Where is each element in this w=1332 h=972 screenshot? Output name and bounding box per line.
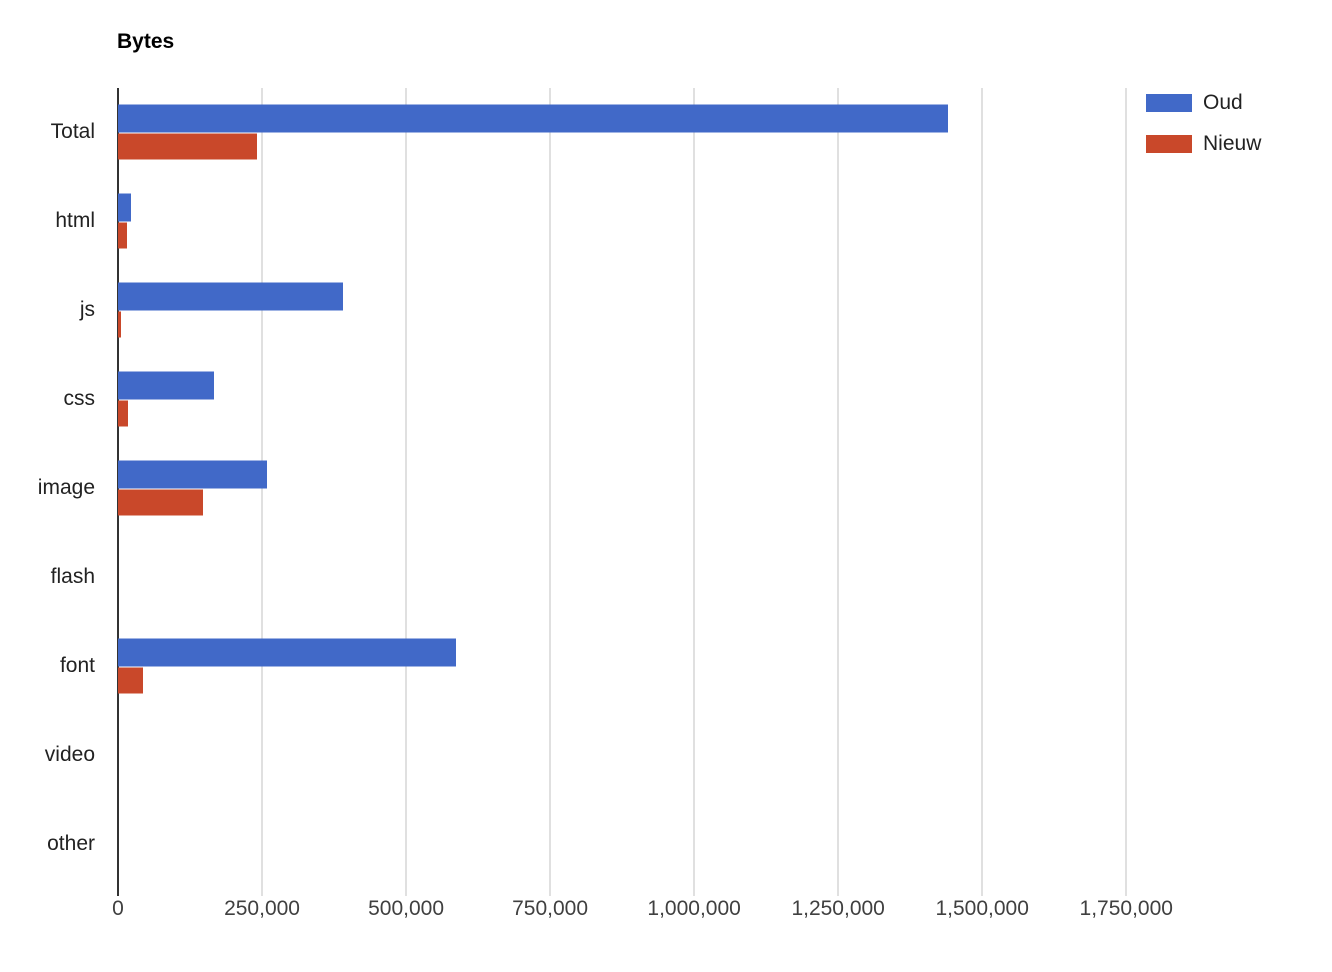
y-label-row: flash	[0, 532, 95, 621]
category-label-image: image	[37, 476, 95, 499]
category-label-js: js	[79, 298, 95, 322]
x-tick-label: 750,000	[512, 897, 589, 920]
category-row-js	[118, 266, 1132, 355]
category-label-font: font	[59, 653, 95, 677]
x-tick-label: 1,750,000	[1079, 897, 1173, 920]
x-tick-label: 1,500,000	[935, 897, 1029, 920]
gridline	[261, 88, 264, 896]
bar-pair	[118, 104, 948, 160]
category-row-css	[118, 355, 1132, 444]
legend-label-nieuw: Nieuw	[1203, 132, 1262, 155]
legend-swatch-nieuw	[1146, 135, 1192, 153]
category-row-video	[118, 710, 1132, 799]
x-tick-label: 1,250,000	[791, 897, 885, 920]
bar-nieuw-css[interactable]	[118, 400, 129, 427]
legend-label-oud: Oud	[1203, 91, 1243, 114]
legend-item-nieuw: Nieuw	[1146, 132, 1261, 156]
gridline	[1125, 88, 1128, 896]
bar-oud-image[interactable]	[118, 460, 267, 489]
bar-pair	[118, 193, 131, 249]
gridline	[837, 88, 840, 896]
category-label-html: html	[55, 209, 95, 233]
y-label-row: Total	[0, 88, 95, 177]
legend-item-oud: Oud	[1146, 91, 1261, 115]
bar-oud-css[interactable]	[118, 371, 215, 400]
y-label-row: js	[0, 266, 95, 355]
y-label-row: html	[0, 177, 95, 266]
category-label-flash: flash	[50, 564, 95, 588]
category-row-flash	[118, 532, 1132, 621]
bar-pair	[118, 282, 343, 338]
category-row-other	[118, 799, 1132, 888]
bar-oud-font[interactable]	[118, 638, 457, 667]
bar-nieuw-html[interactable]	[118, 222, 127, 249]
legend: Oud Nieuw	[1146, 91, 1261, 156]
bar-nieuw-image[interactable]	[118, 489, 203, 516]
bar-pair	[118, 371, 215, 427]
gridline	[549, 88, 552, 896]
category-label-total: Total	[50, 120, 95, 144]
bar-rows-layer	[118, 88, 1132, 888]
bar-pair	[118, 638, 457, 694]
category-label-video: video	[44, 742, 95, 766]
category-row-image	[118, 444, 1132, 533]
legend-swatch-oud	[1146, 94, 1192, 112]
y-label-row: video	[0, 710, 95, 799]
gridline	[981, 88, 984, 896]
y-label-row: image	[0, 444, 95, 533]
bar-oud-html[interactable]	[118, 193, 131, 222]
bar-nieuw-font[interactable]	[118, 667, 144, 694]
y-axis-labels: Total html js css image flash font video other	[0, 88, 95, 888]
category-row-font	[118, 621, 1132, 710]
bar-nieuw-js[interactable]	[118, 311, 122, 338]
gridline	[693, 88, 696, 896]
bar-oud-js[interactable]	[118, 282, 343, 311]
chart-title: Bytes	[117, 30, 175, 53]
bar-oud-total[interactable]	[118, 104, 948, 133]
category-label-css: css	[63, 387, 96, 411]
category-row-html	[118, 177, 1132, 266]
y-label-row: other	[0, 799, 95, 888]
x-tick-label: 500,000	[368, 897, 445, 920]
bar-nieuw-total[interactable]	[118, 133, 257, 160]
gridline	[405, 88, 408, 896]
bar-pair	[118, 460, 267, 516]
x-tick-label: 1,000,000	[647, 897, 741, 920]
y-label-row: font	[0, 621, 95, 710]
x-tick-label: 250,000	[224, 897, 300, 920]
category-label-other: other	[47, 831, 95, 855]
category-row-total	[118, 88, 1132, 177]
x-axis-labels: 0 250,000 500,000 750,000 1,000,000 1,250,000…	[112, 897, 1173, 927]
x-tick-label: 0	[112, 897, 124, 920]
plot-area	[118, 88, 1132, 896]
y-label-row: css	[0, 355, 96, 444]
